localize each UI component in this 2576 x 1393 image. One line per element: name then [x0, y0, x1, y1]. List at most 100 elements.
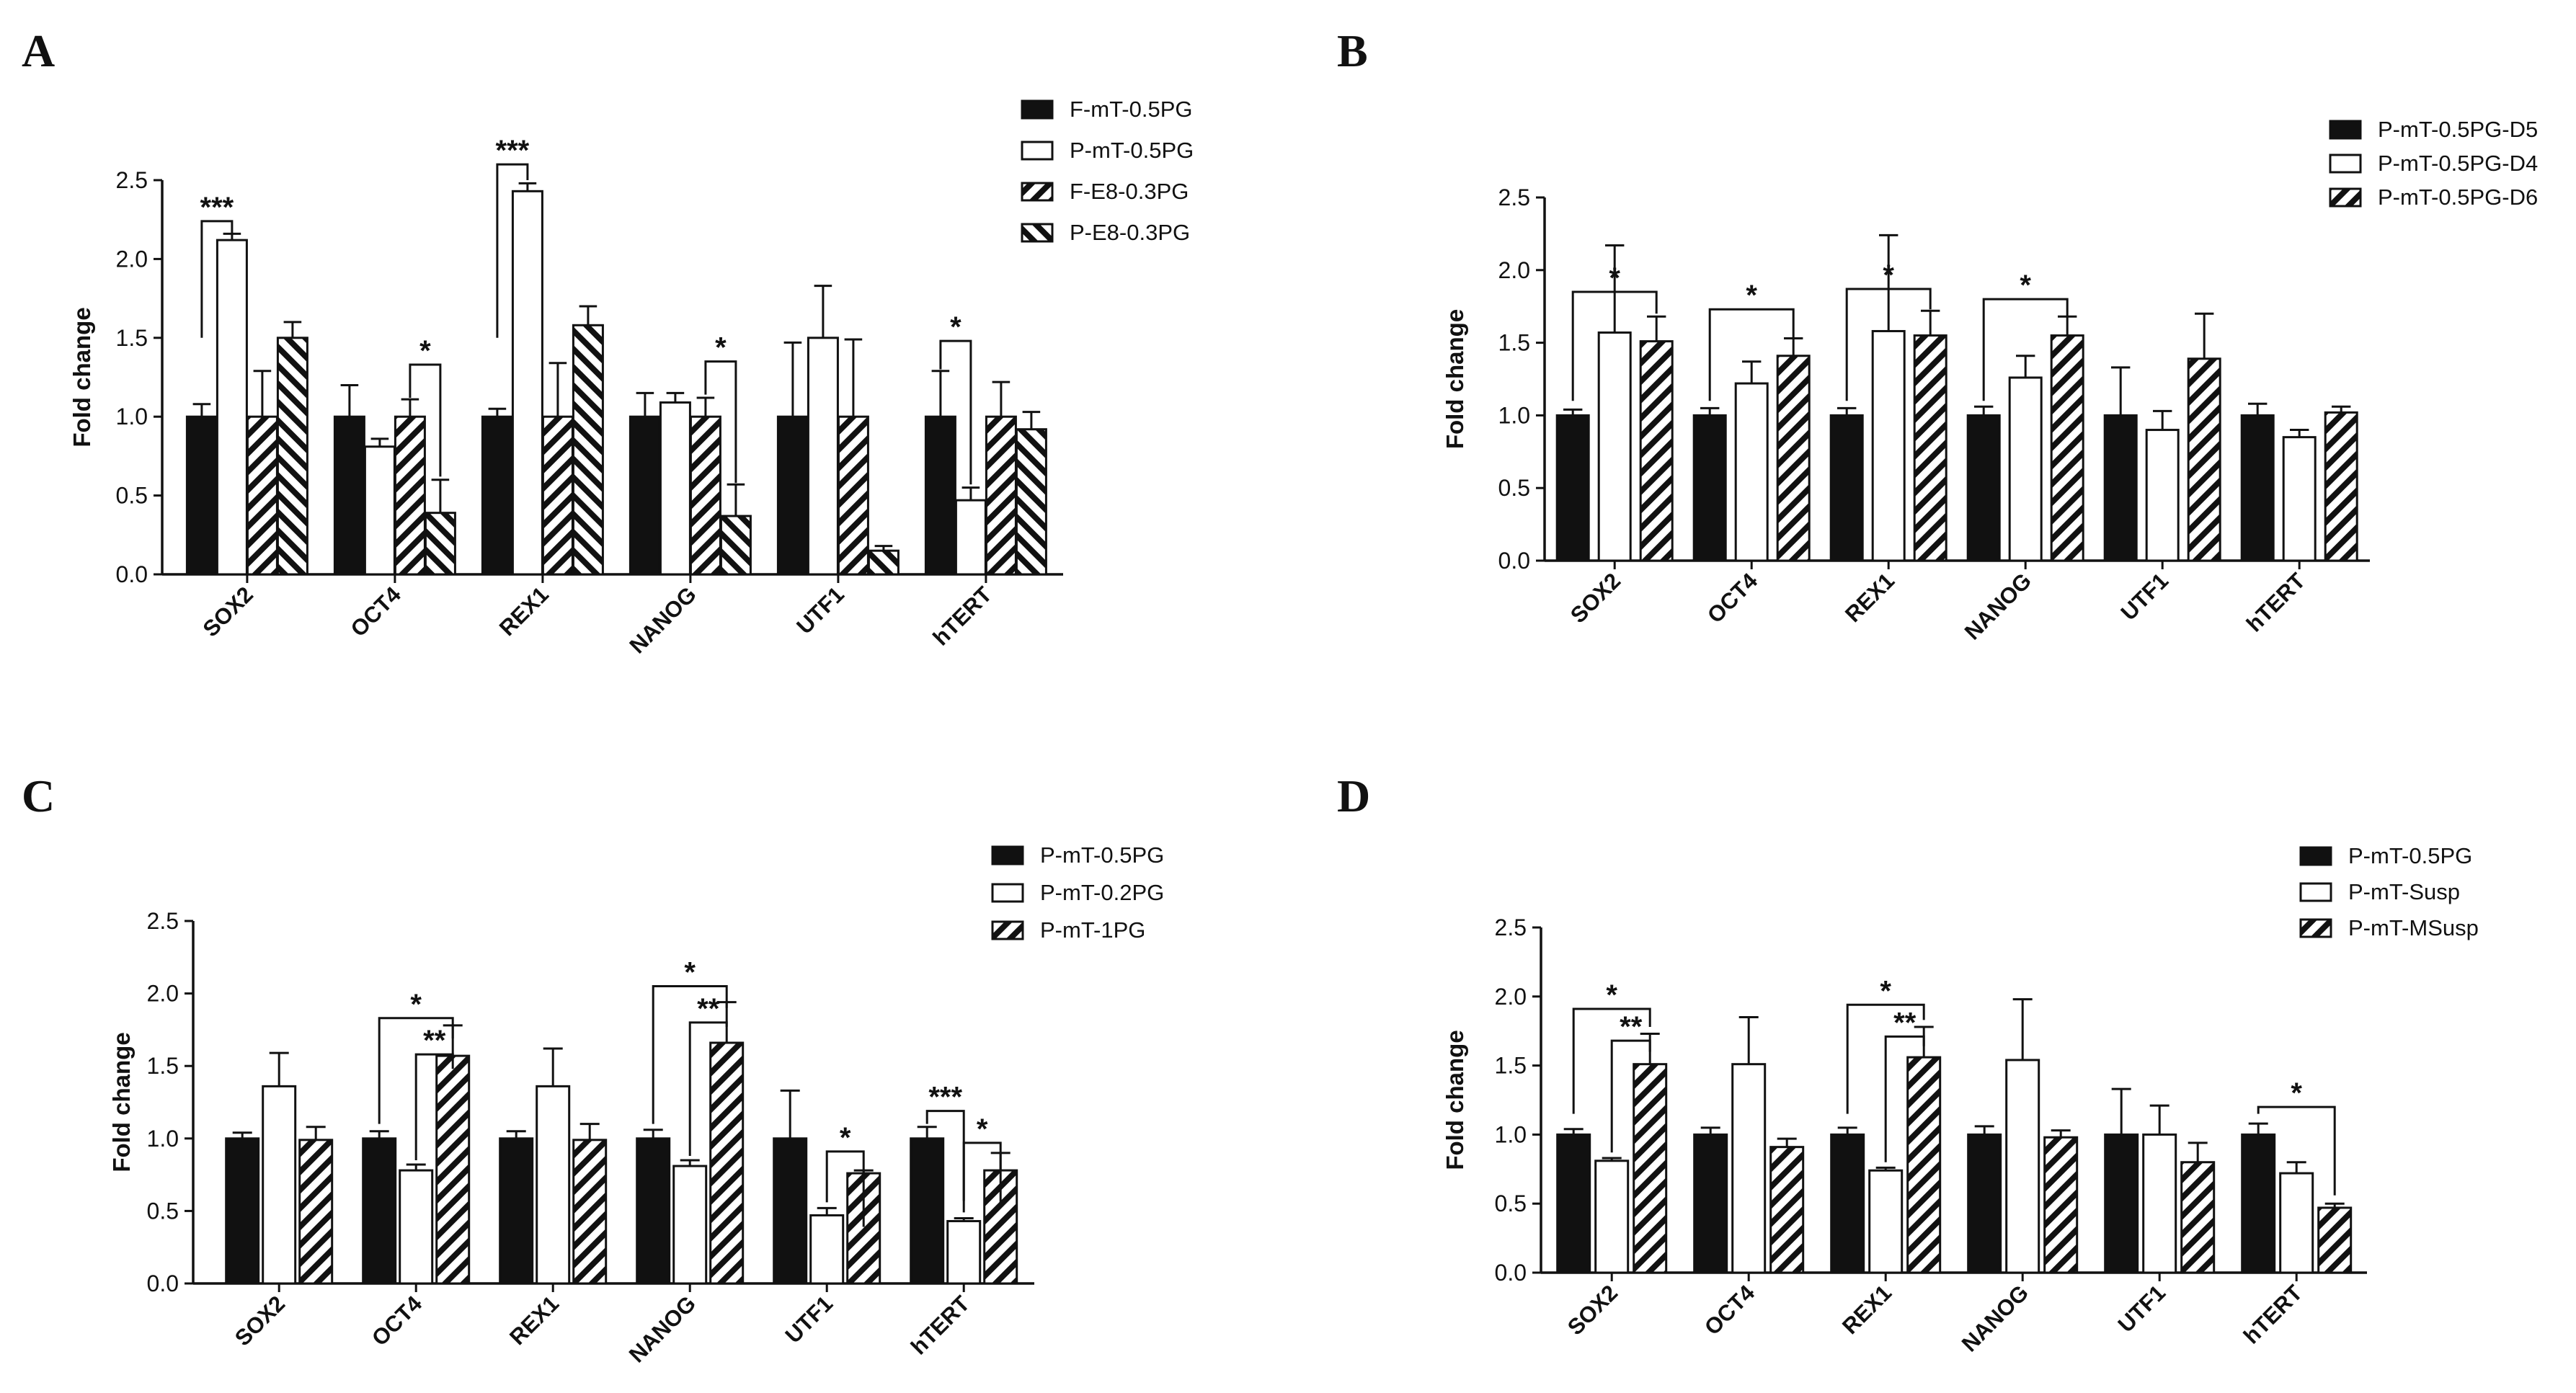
significance-bracket: ***	[496, 135, 530, 338]
significance-label: *	[715, 332, 727, 364]
category-label: NANOG	[1960, 568, 2036, 644]
series-0	[225, 1089, 945, 1285]
y-tick-label: 2.0	[116, 246, 148, 272]
bracket-line	[378, 1017, 454, 1124]
panel-b: B 0.0 0.5 1.0 1.5 2.0 2.5 Fold change SOX2 OCT4 RE…	[1337, 25, 2538, 645]
y-axis-title: Fold change	[1442, 1030, 1468, 1170]
bar	[2142, 1133, 2177, 1274]
bar	[659, 401, 691, 576]
panel-c: C 0.0 0.5 1.0 1.5 2.0 2.5 Fold change SOX2 OCT4 RE…	[22, 770, 1164, 1368]
significance-bracket: *	[1572, 979, 1651, 1114]
bar	[1692, 414, 1727, 562]
bar	[1556, 1133, 1591, 1274]
significance-label: ***	[928, 1082, 962, 1113]
bar	[837, 415, 869, 576]
bar	[2241, 1133, 2276, 1274]
legend-label: P-E8-0.3PG	[1070, 220, 1190, 245]
significance-label: *	[419, 335, 431, 367]
bracket-line	[414, 1053, 454, 1160]
bar	[536, 1085, 571, 1285]
category-label: REX1	[1840, 568, 1899, 627]
bracket-line	[1571, 290, 1658, 401]
bar	[1639, 340, 1674, 562]
series-2	[298, 1001, 1018, 1285]
bar	[1633, 1063, 1668, 1274]
bar	[1776, 355, 1811, 562]
y-tick-label: 1.5	[116, 325, 148, 351]
category-label: OCT4	[346, 582, 407, 642]
legend-label: P-mT-0.5PG	[1070, 138, 1194, 163]
bar	[225, 1137, 260, 1285]
bar	[985, 415, 1017, 576]
bar	[2043, 1136, 2079, 1274]
category-label: hTERT	[2242, 568, 2310, 636]
bar	[636, 1137, 671, 1285]
bar	[946, 1219, 982, 1285]
bar	[2279, 1172, 2314, 1274]
bracket-line	[704, 360, 737, 484]
y-tick-label: 1.0	[116, 404, 148, 430]
legend-label: P-mT-0.5PG-D6	[2378, 184, 2538, 210]
bar	[2317, 1206, 2353, 1274]
bar	[246, 415, 278, 576]
bar	[1594, 1160, 1630, 1274]
legend-label: P-mT-0.5PG-D4	[2378, 151, 2538, 176]
significance-label: *	[1883, 259, 1894, 291]
category-label: UTF1	[781, 1291, 838, 1348]
legend-swatch	[2299, 846, 2332, 866]
bar	[1906, 1056, 1942, 1274]
series-0	[185, 341, 956, 576]
bar	[672, 1165, 708, 1285]
bar	[2240, 414, 2275, 562]
bar	[2324, 411, 2358, 562]
series-1	[216, 182, 987, 576]
bracket-line	[652, 985, 728, 1124]
bar	[689, 415, 721, 576]
panel-letter: D	[1337, 770, 1370, 822]
category-label: NANOG	[1957, 1280, 2033, 1356]
legend: F-mT-0.5PG P-mT-0.5PG F-E8-0.3PG P-E8-0.3PG	[1021, 97, 1194, 245]
bracket-line	[962, 1141, 1002, 1213]
bar	[541, 415, 574, 576]
bar	[298, 1139, 334, 1285]
legend: P-mT-0.5PG P-mT-Susp P-mT-MSusp	[2299, 843, 2479, 940]
significance-label: *	[1606, 979, 1617, 1011]
bar	[1868, 1169, 1904, 1274]
bar	[511, 190, 543, 576]
significance-bracket: **	[414, 1025, 454, 1160]
y-tick-label: 0.5	[147, 1198, 179, 1224]
legend-label: P-mT-0.5PG-D5	[2378, 117, 2538, 142]
series-2	[1633, 1025, 2353, 1274]
panel-letter: B	[1337, 25, 1368, 76]
bar	[333, 415, 365, 576]
legend-swatch	[2299, 882, 2332, 902]
bracket-line	[496, 163, 529, 338]
bar	[572, 1139, 608, 1285]
significance-bracket: *	[939, 311, 972, 485]
bar	[2050, 334, 2084, 562]
significance-label: ***	[496, 135, 530, 166]
significance-bracket: **	[688, 993, 728, 1156]
y-axis-title: Fold change	[108, 1032, 135, 1172]
bar	[1597, 331, 1632, 562]
bar	[424, 512, 456, 576]
y-tick-label: 0.0	[147, 1270, 179, 1296]
bar	[1015, 428, 1047, 576]
bracket-line	[409, 363, 442, 477]
significance-label: **	[1893, 1007, 1917, 1038]
category-label: UTF1	[2113, 1280, 2171, 1338]
legend-label: F-E8-0.3PG	[1070, 179, 1189, 204]
significance-label: *	[684, 957, 696, 989]
category-label: REX1	[494, 582, 554, 641]
legend-label: F-mT-0.5PG	[1070, 97, 1193, 122]
bar	[481, 415, 513, 576]
y-tick-label: 2.0	[147, 981, 179, 1007]
bar	[2005, 1059, 2040, 1274]
legend-swatch	[991, 920, 1024, 940]
y-tick-label: 1.0	[1498, 402, 1530, 428]
significance-bracket: *	[825, 1122, 865, 1227]
significance-label: **	[1620, 1011, 1643, 1043]
bar	[867, 549, 900, 576]
bar	[2008, 376, 2043, 562]
bar	[709, 1041, 745, 1285]
